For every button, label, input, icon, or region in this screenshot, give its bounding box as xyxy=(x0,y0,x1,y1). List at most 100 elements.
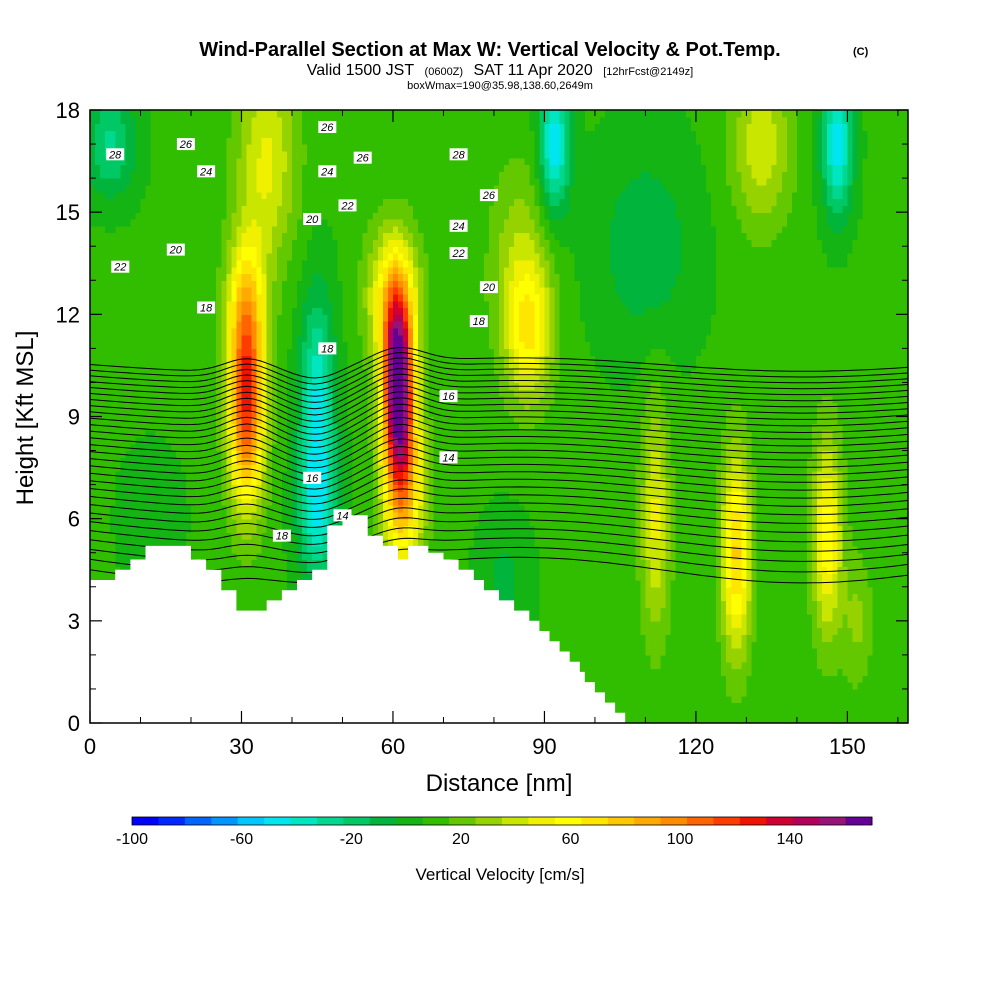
velocity-cell xyxy=(130,362,137,370)
velocity-cell xyxy=(317,464,323,472)
velocity-cell xyxy=(216,225,222,234)
velocity-cell xyxy=(251,239,258,247)
velocity-cell xyxy=(90,334,96,343)
velocity-cell xyxy=(170,287,177,295)
velocity-cell xyxy=(332,253,339,261)
velocity-cell xyxy=(231,491,238,499)
velocity-cell xyxy=(271,212,278,220)
velocity-cell xyxy=(196,150,202,159)
velocity-cell xyxy=(115,545,121,554)
velocity-cell xyxy=(90,327,96,336)
velocity-cell xyxy=(246,368,253,377)
velocity-cell xyxy=(120,280,126,288)
velocity-cell xyxy=(312,293,318,302)
velocity-cell xyxy=(120,416,126,424)
velocity-cell xyxy=(271,164,278,172)
velocity-cell xyxy=(251,232,258,241)
velocity-cell xyxy=(95,164,101,172)
velocity-cell xyxy=(185,430,192,438)
velocity-cell xyxy=(120,164,126,172)
velocity-cell xyxy=(327,314,333,322)
velocity-cell xyxy=(276,552,283,561)
velocity-cell xyxy=(110,470,116,479)
velocity-cell xyxy=(105,559,111,567)
velocity-cell xyxy=(140,300,147,309)
velocity-cell xyxy=(155,498,162,506)
velocity-cell xyxy=(150,511,157,520)
velocity-cell xyxy=(246,579,253,588)
velocity-cell xyxy=(281,505,288,513)
velocity-cell xyxy=(221,518,227,527)
velocity-cell xyxy=(206,280,212,288)
velocity-cell xyxy=(337,300,344,309)
velocity-cell xyxy=(307,545,313,554)
velocity-cell xyxy=(140,457,147,465)
velocity-cell xyxy=(211,355,217,363)
velocity-cell xyxy=(150,396,157,404)
velocity-cell xyxy=(241,409,248,418)
velocity-cell xyxy=(266,409,273,418)
velocity-cell xyxy=(332,464,339,472)
velocity-cell xyxy=(236,273,243,281)
velocity-cell xyxy=(297,477,303,486)
velocity-cell xyxy=(332,477,339,486)
velocity-cell xyxy=(196,430,202,438)
velocity-cell xyxy=(307,334,313,343)
velocity-cell xyxy=(226,477,232,486)
velocity-cell xyxy=(327,225,333,234)
velocity-cell xyxy=(281,178,288,186)
velocity-cell xyxy=(150,130,157,138)
velocity-cell xyxy=(211,491,217,499)
velocity-cell xyxy=(327,253,333,261)
velocity-cell xyxy=(150,225,157,234)
velocity-cell xyxy=(367,457,374,465)
velocity-cell xyxy=(347,314,354,322)
velocity-cell xyxy=(347,157,354,166)
velocity-cell xyxy=(105,545,111,554)
velocity-cell xyxy=(342,389,349,397)
velocity-cell xyxy=(100,457,106,465)
velocity-cell xyxy=(357,212,364,220)
velocity-cell xyxy=(221,498,227,506)
velocity-cell xyxy=(175,525,182,533)
velocity-cell xyxy=(115,280,121,288)
velocity-cell xyxy=(105,355,111,363)
velocity-cell xyxy=(190,130,197,138)
velocity-cell xyxy=(221,239,227,247)
velocity-cell xyxy=(221,232,227,241)
velocity-cell xyxy=(327,280,333,288)
velocity-cell xyxy=(206,225,212,234)
velocity-cell xyxy=(357,110,364,118)
velocity-cell xyxy=(312,171,318,179)
velocity-cell xyxy=(322,334,328,343)
velocity-cell xyxy=(170,464,177,472)
velocity-cell xyxy=(302,171,308,179)
velocity-cell xyxy=(140,484,147,493)
velocity-cell xyxy=(90,212,96,220)
velocity-cell xyxy=(130,348,137,356)
velocity-cell xyxy=(216,198,222,206)
velocity-cell xyxy=(256,539,263,547)
velocity-cell xyxy=(201,436,207,445)
velocity-cell xyxy=(297,280,303,288)
velocity-cell xyxy=(160,225,167,234)
velocity-cell xyxy=(125,110,131,118)
velocity-cell xyxy=(190,232,197,241)
velocity-cell xyxy=(337,450,344,458)
velocity-cell xyxy=(100,171,106,179)
velocity-cell xyxy=(297,150,303,159)
velocity-cell xyxy=(317,191,323,200)
velocity-cell xyxy=(196,246,202,254)
velocity-cell xyxy=(347,144,354,152)
velocity-cell xyxy=(226,559,232,567)
velocity-cell xyxy=(312,389,318,397)
velocity-cell xyxy=(95,116,101,125)
velocity-cell xyxy=(211,327,217,336)
velocity-cell xyxy=(317,416,323,424)
velocity-cell xyxy=(347,259,354,268)
velocity-cell xyxy=(170,457,177,465)
velocity-cell xyxy=(150,239,157,247)
velocity-cell xyxy=(307,198,313,206)
velocity-cell xyxy=(130,464,137,472)
velocity-cell xyxy=(110,110,116,118)
